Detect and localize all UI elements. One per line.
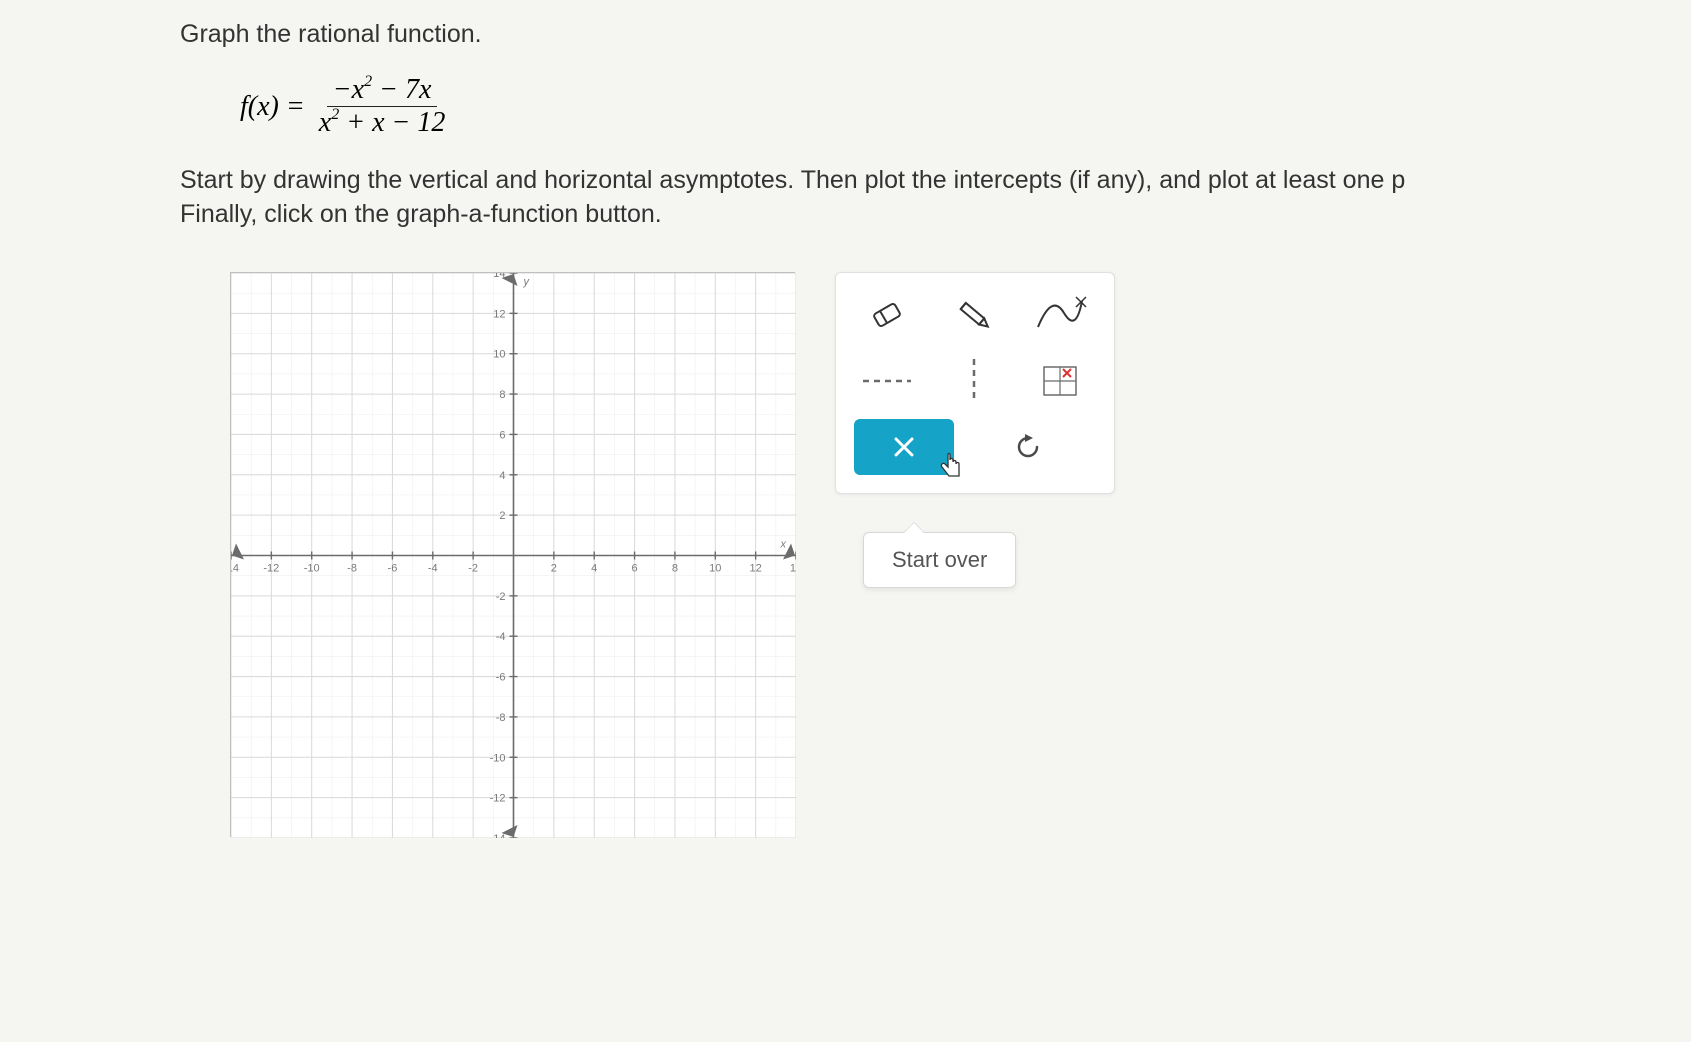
equation: f(x) = −x2 − 7x x2 + x − 12 — [240, 74, 1511, 139]
svg-text:12: 12 — [493, 308, 505, 320]
svg-text:-2: -2 — [496, 590, 506, 602]
tooltip-label: Start over — [892, 547, 987, 572]
svg-text:-10: -10 — [304, 562, 320, 574]
svg-text:2: 2 — [499, 510, 505, 522]
svg-text:-12: -12 — [490, 792, 506, 804]
undo-icon — [1013, 432, 1043, 462]
close-button[interactable] — [854, 419, 954, 475]
point-tool[interactable] — [1027, 357, 1093, 405]
svg-text:-12: -12 — [263, 562, 279, 574]
v-asymptote-tool[interactable] — [941, 357, 1007, 405]
svg-text:12: 12 — [750, 562, 762, 574]
equation-numerator: −x2 − 7x — [327, 74, 438, 107]
equation-fraction: −x2 − 7x x2 + x − 12 — [313, 74, 452, 139]
svg-text:-6: -6 — [388, 562, 398, 574]
svg-text:-2: -2 — [468, 562, 478, 574]
svg-text:-8: -8 — [347, 562, 357, 574]
pencil-tool[interactable] — [941, 291, 1007, 339]
svg-text:-14: -14 — [490, 833, 506, 838]
svg-text:x: x — [780, 538, 787, 550]
svg-text:10: 10 — [493, 348, 505, 360]
equation-denominator: x2 + x − 12 — [313, 107, 452, 139]
svg-text:-8: -8 — [496, 711, 506, 723]
svg-text:-4: -4 — [428, 562, 438, 574]
curve-icon — [1032, 295, 1088, 335]
eraser-icon — [865, 298, 909, 332]
svg-text:4: 4 — [591, 562, 597, 574]
instructions-text: Start by drawing the vertical and horizo… — [180, 164, 1511, 232]
svg-text:-6: -6 — [496, 671, 506, 683]
tool-grid — [854, 291, 1096, 405]
tool-panel — [835, 272, 1115, 494]
h-asymptote-tool[interactable] — [854, 357, 920, 405]
svg-text:-10: -10 — [490, 752, 506, 764]
svg-text:10: 10 — [709, 562, 721, 574]
svg-text:-14: -14 — [231, 562, 239, 574]
svg-text:6: 6 — [632, 562, 638, 574]
svg-text:8: 8 — [672, 562, 678, 574]
hand-cursor-icon — [938, 451, 966, 481]
curve-tool[interactable] — [1027, 291, 1093, 339]
svg-text:4: 4 — [499, 469, 505, 481]
graph-svg: -14 -12 -10 -8 -6 -4 -2 2 4 6 8 10 12 14 -14 -12 -10 -8 -6… — [231, 273, 796, 838]
svg-text:-4: -4 — [496, 631, 506, 643]
pencil-icon — [952, 298, 996, 332]
graph-canvas[interactable]: -14 -12 -10 -8 -6 -4 -2 2 4 6 8 10 12 14 -14 -12 -10 -8 -6… — [230, 272, 795, 837]
eraser-tool[interactable] — [854, 291, 920, 339]
svg-text:14: 14 — [790, 562, 796, 574]
svg-text:14: 14 — [493, 273, 505, 280]
point-grid-icon — [1038, 361, 1082, 401]
page-title: Graph the rational function. — [180, 20, 1511, 49]
svg-text:8: 8 — [499, 389, 505, 401]
svg-text:2: 2 — [551, 562, 557, 574]
svg-text:6: 6 — [499, 429, 505, 441]
h-asymptote-icon — [859, 371, 915, 391]
tooltip: Start over — [863, 532, 1016, 588]
v-asymptote-icon — [964, 357, 984, 405]
close-icon — [892, 435, 916, 459]
undo-button[interactable] — [978, 419, 1078, 475]
equation-lhs: f(x) = — [240, 91, 305, 123]
